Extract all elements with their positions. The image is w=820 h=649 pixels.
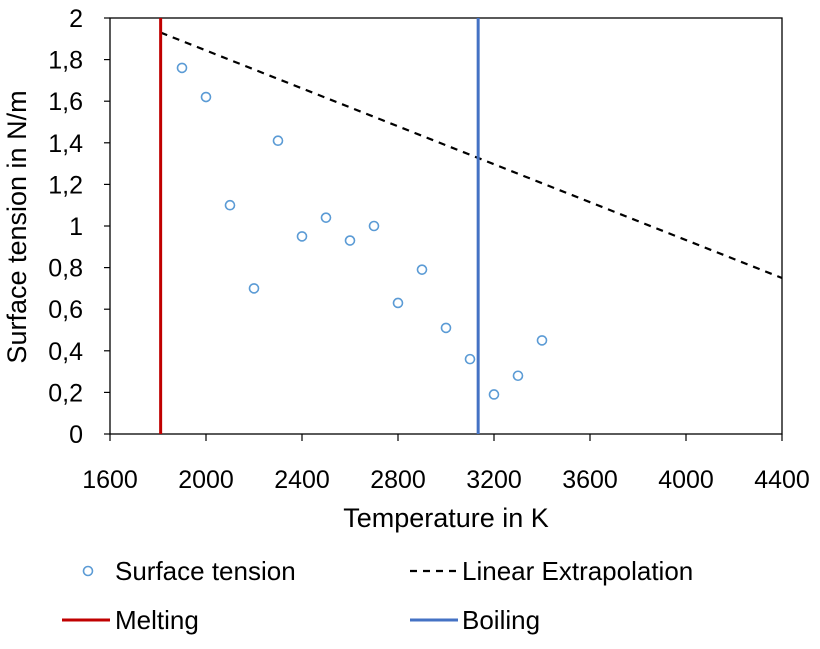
y-axis-ticks: 0 0,2 0,4 0,6 0,8 1 1,2 1,4 1,6 1,8 2 [48, 5, 110, 449]
surface-tension-point [488, 389, 500, 400]
surface-tension-point [296, 231, 308, 242]
y-tick-label: 1,4 [48, 130, 83, 158]
x-tick-label: 3200 [466, 466, 522, 494]
surface-tension-point [344, 235, 356, 246]
surface-tension-point [272, 135, 284, 147]
surface-tension-point [320, 212, 332, 223]
surface-tension-point [200, 91, 212, 103]
y-tick-label: 0,2 [48, 379, 83, 407]
y-tick-label: 1 [69, 213, 83, 241]
plot-area [109, 17, 783, 435]
y-tick-label: 1,6 [48, 88, 83, 116]
x-tick-label: 2800 [370, 466, 426, 494]
y-tick-label: 1,8 [48, 47, 83, 75]
legend-label: Surface tension [115, 556, 296, 586]
x-tick-label: 2000 [178, 466, 234, 494]
x-axis-ticks: 1600 2000 2400 2800 3200 3600 4000 4400 [82, 434, 810, 494]
surface-tension-point [464, 353, 476, 365]
linear-extrapolation-line [160, 31, 783, 280]
surface-tension-point [416, 264, 428, 275]
y-tick-label: 0,6 [48, 296, 83, 324]
x-tick-label: 3600 [562, 466, 618, 494]
x-tick-label: 4400 [754, 466, 810, 494]
y-tick-label: 2 [69, 5, 83, 33]
surface-tension-point [224, 199, 236, 211]
legend-label: Melting [115, 605, 199, 635]
surface-tension-point [512, 370, 524, 382]
surface-tension-point [392, 297, 404, 309]
surface-tension-point [440, 322, 452, 334]
y-tick-label: 0 [69, 421, 83, 449]
surface-tension-point [536, 335, 548, 346]
y-tick-label: 0,4 [48, 338, 83, 366]
surface-tension-point [368, 220, 380, 232]
legend: Surface tension Linear Extrapolation Melti… [62, 556, 693, 635]
x-tick-label: 1600 [82, 466, 138, 494]
surface-tension-point [176, 62, 188, 74]
x-tick-label: 4000 [658, 466, 714, 494]
surface-tension-point [248, 283, 260, 294]
y-tick-label: 0,8 [48, 255, 83, 283]
legend-label: Boiling [462, 605, 540, 635]
legend-label: Linear Extrapolation [462, 556, 693, 586]
plot-frame [109, 17, 783, 435]
x-tick-label: 2400 [274, 466, 330, 494]
y-axis-title: Surface tension in N/m [2, 90, 32, 363]
chart-marks [159, 18, 783, 434]
y-tick-label: 1,2 [48, 171, 83, 199]
legend-marker-scatter [82, 565, 94, 577]
x-axis-title: Temperature in K [343, 503, 549, 533]
